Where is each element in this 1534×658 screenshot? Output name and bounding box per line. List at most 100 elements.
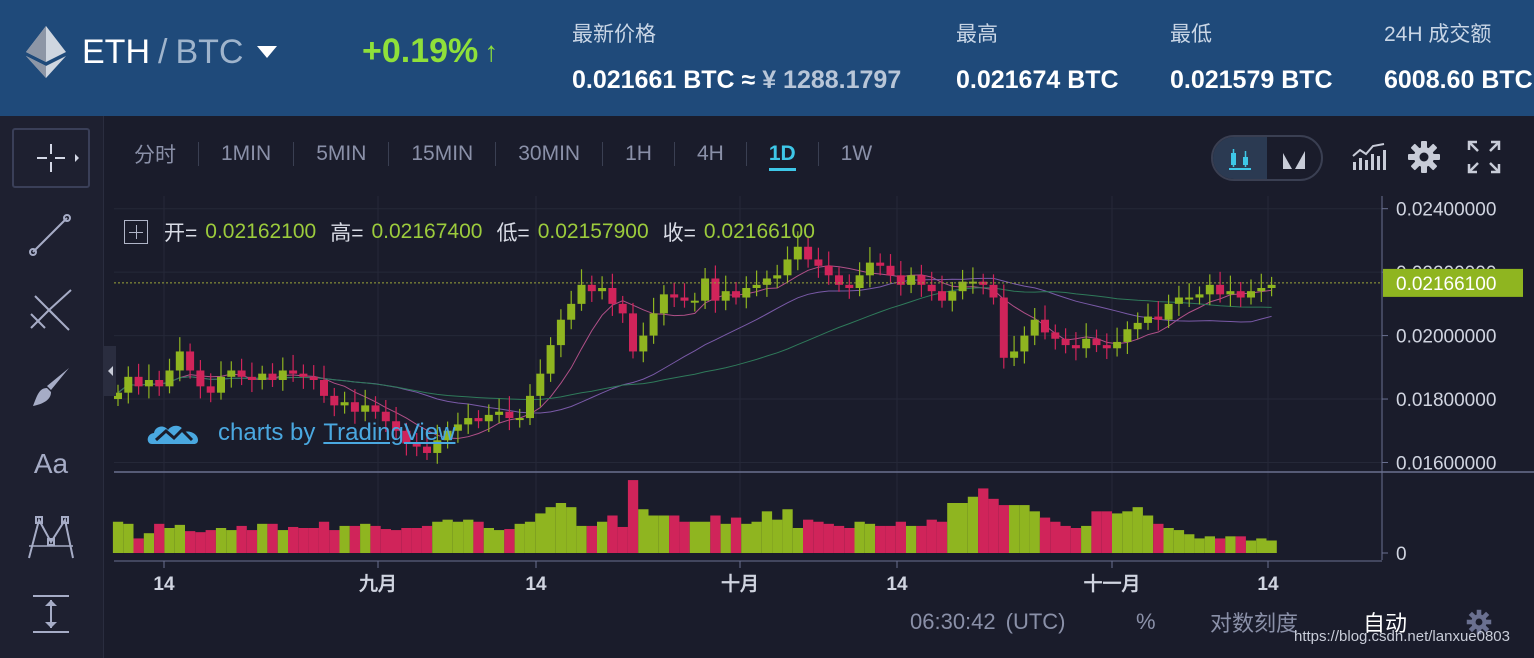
tradingview-watermark: charts by TradingView [146,416,455,450]
candle [1205,284,1214,295]
candle [958,281,967,292]
volume-bar [452,521,464,553]
candle [1216,284,1225,295]
crosshair-tool[interactable] [12,128,90,188]
candle [876,262,885,266]
volume-bar [813,521,824,553]
candle [309,376,318,380]
candlestick-icon [1229,149,1251,170]
stat-last-price: 最新价格 0.021661 BTC ≈ ¥ 1288.1797 [572,18,901,95]
volume-bar [1245,540,1257,553]
volume-bar [720,523,731,553]
interval-1h[interactable]: 1H [625,142,652,165]
candle [155,380,164,387]
volume-bar [689,521,700,553]
candle [835,275,843,285]
brush-icon [33,368,69,406]
percent-scale-label: % [1136,609,1156,634]
depth-mode-button[interactable] [1267,137,1321,179]
candle [134,376,143,387]
stat-label: 24H 成交额 [1384,23,1492,46]
x-tick-label: 14 [153,574,175,595]
volume-bar [432,521,443,553]
volume-bar [988,498,999,553]
interval-1w[interactable]: 1W [840,142,873,165]
fullscreen-button[interactable] [1465,138,1503,176]
volume-bar [154,523,165,553]
candle [175,351,184,371]
y-tick-label: 0.02000000 [1396,327,1496,348]
moving-average-line [117,265,1272,440]
x-tick-label: 14 [886,574,908,595]
pitchfork-tool[interactable] [12,280,90,340]
interval-15min[interactable]: 15MIN [411,142,474,165]
interval-1d[interactable]: 1D [747,142,818,171]
interval-tick[interactable]: 分时 [134,144,176,167]
candle [206,386,215,393]
stat-value: 0.021674 BTC [956,66,1119,94]
candle [618,303,627,314]
credit-text: https://blog.csdn.net/lanxue0803 [1294,628,1510,645]
interval-5min[interactable]: 5MIN [316,142,367,165]
brush-tool[interactable] [12,358,90,418]
volume-bar [700,521,711,553]
ohlc-legend: 开= 0.02162100 高= 0.02167400 低= 0.02157900 收… [124,218,829,246]
candle [752,284,761,288]
candle [948,291,957,301]
settings-button[interactable] [1405,138,1443,176]
volume-bar [442,519,453,553]
candle [587,284,596,292]
percent-scale-button[interactable]: % [1136,604,1156,640]
candle [711,278,720,301]
candle [999,297,1008,358]
measure-tool[interactable] [12,584,90,644]
candle [433,440,442,453]
volume-bar [215,528,227,553]
x-tick-label: 14 [1257,574,1279,595]
candle [350,402,359,412]
volume-bar [730,517,742,553]
volume-bar [1039,517,1051,553]
candle [1164,303,1173,320]
volume-bar [164,528,175,553]
candle [690,300,699,303]
axis-settings-button[interactable] [1466,604,1492,640]
volume-bar [524,521,536,553]
tradingview-link[interactable]: TradingView [323,419,456,446]
auto-scale-button[interactable]: 自动 [1363,604,1407,640]
x-tick-label: 十一月 [1083,572,1140,595]
interval-4h[interactable]: 4H [696,142,724,165]
candle [1257,288,1266,292]
volume-bar [391,530,402,553]
volume-bar [864,523,876,553]
clock-time: 06:30:42 [910,609,996,634]
close-value: 0.02166100 [703,220,815,243]
trend-line-tool[interactable] [12,204,90,264]
volume-series [112,480,1277,553]
last-price-marker: 0.02166100 [114,268,1523,297]
pair-selector[interactable]: ETH / BTC [26,26,278,78]
log-scale-button[interactable]: 对数刻度 [1210,604,1298,640]
interval-1min[interactable]: 1MIN [221,142,272,165]
chevron-down-icon[interactable] [257,46,278,58]
divider [745,142,747,166]
candlestick-mode-button[interactable] [1213,137,1267,179]
volume-bar [627,480,639,553]
volume-bar [895,521,906,553]
interval-30min[interactable]: 30MIN [518,142,581,165]
indicators-button[interactable] [1350,138,1388,176]
expand-legend-icon[interactable] [124,220,148,244]
volume-bar [318,521,330,553]
fullscreen-icon [1467,140,1501,174]
indicators-icon [1352,143,1386,170]
pattern-tool[interactable] [12,508,90,568]
pair-separator: / [158,32,168,71]
text-tool[interactable]: Aa [12,434,90,494]
candle [186,351,195,371]
candle [1123,329,1132,342]
candle [371,405,380,412]
candle [855,275,864,288]
candle [114,392,122,400]
clock-timezone[interactable]: (UTC) [1005,609,1066,634]
